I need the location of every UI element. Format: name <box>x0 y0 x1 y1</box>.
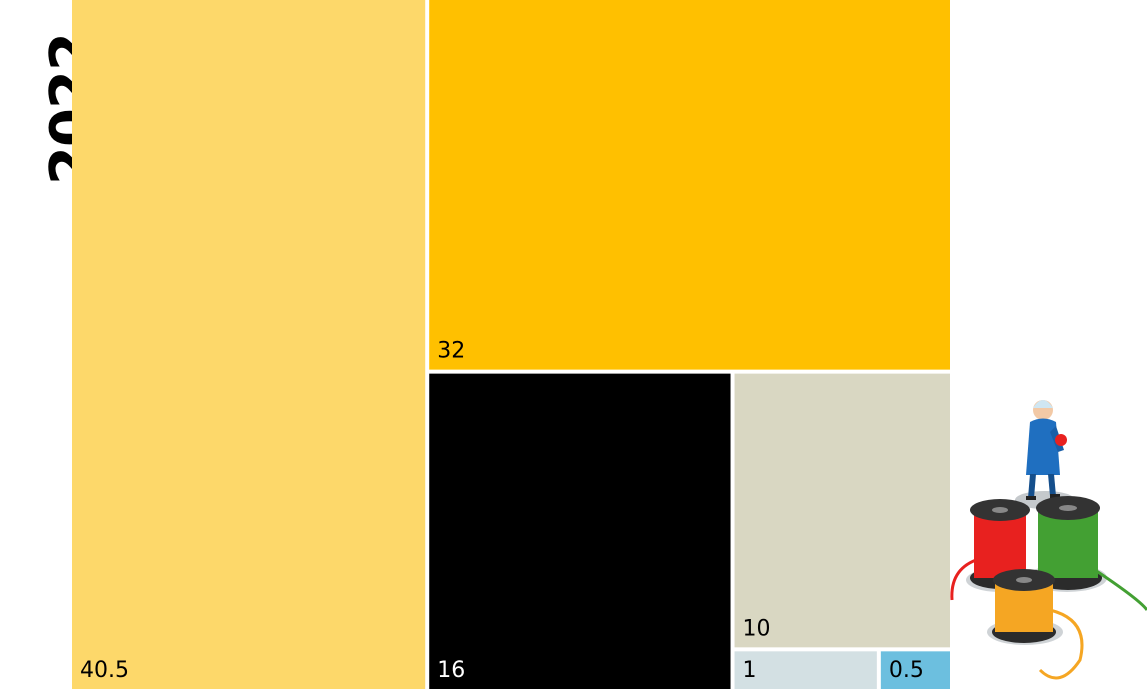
treemap-tile-4 <box>734 373 950 648</box>
tile-label-3: 16 <box>437 658 465 683</box>
tile-label-4: 10 <box>743 616 771 641</box>
treemap-tile-5 <box>734 651 877 689</box>
orange-spool <box>992 569 1056 643</box>
treemap-tile-3 <box>429 373 731 689</box>
tile-label-2: 32 <box>437 339 465 364</box>
worker-figure <box>1026 400 1067 500</box>
treemap-tile-2 <box>429 0 951 370</box>
tile-label-5: 1 <box>743 658 757 683</box>
tile-label-1: 40.5 <box>80 658 129 683</box>
worker-with-thread-spools-icon <box>950 400 1147 680</box>
treemap-chart: 40.5 32 16 10 1 0.5 <box>72 0 951 689</box>
red-spool <box>970 499 1030 589</box>
tile-label-6: 0.5 <box>889 658 924 683</box>
treemap-tile-1 <box>72 0 426 689</box>
treemap-tile-6 <box>880 651 950 689</box>
